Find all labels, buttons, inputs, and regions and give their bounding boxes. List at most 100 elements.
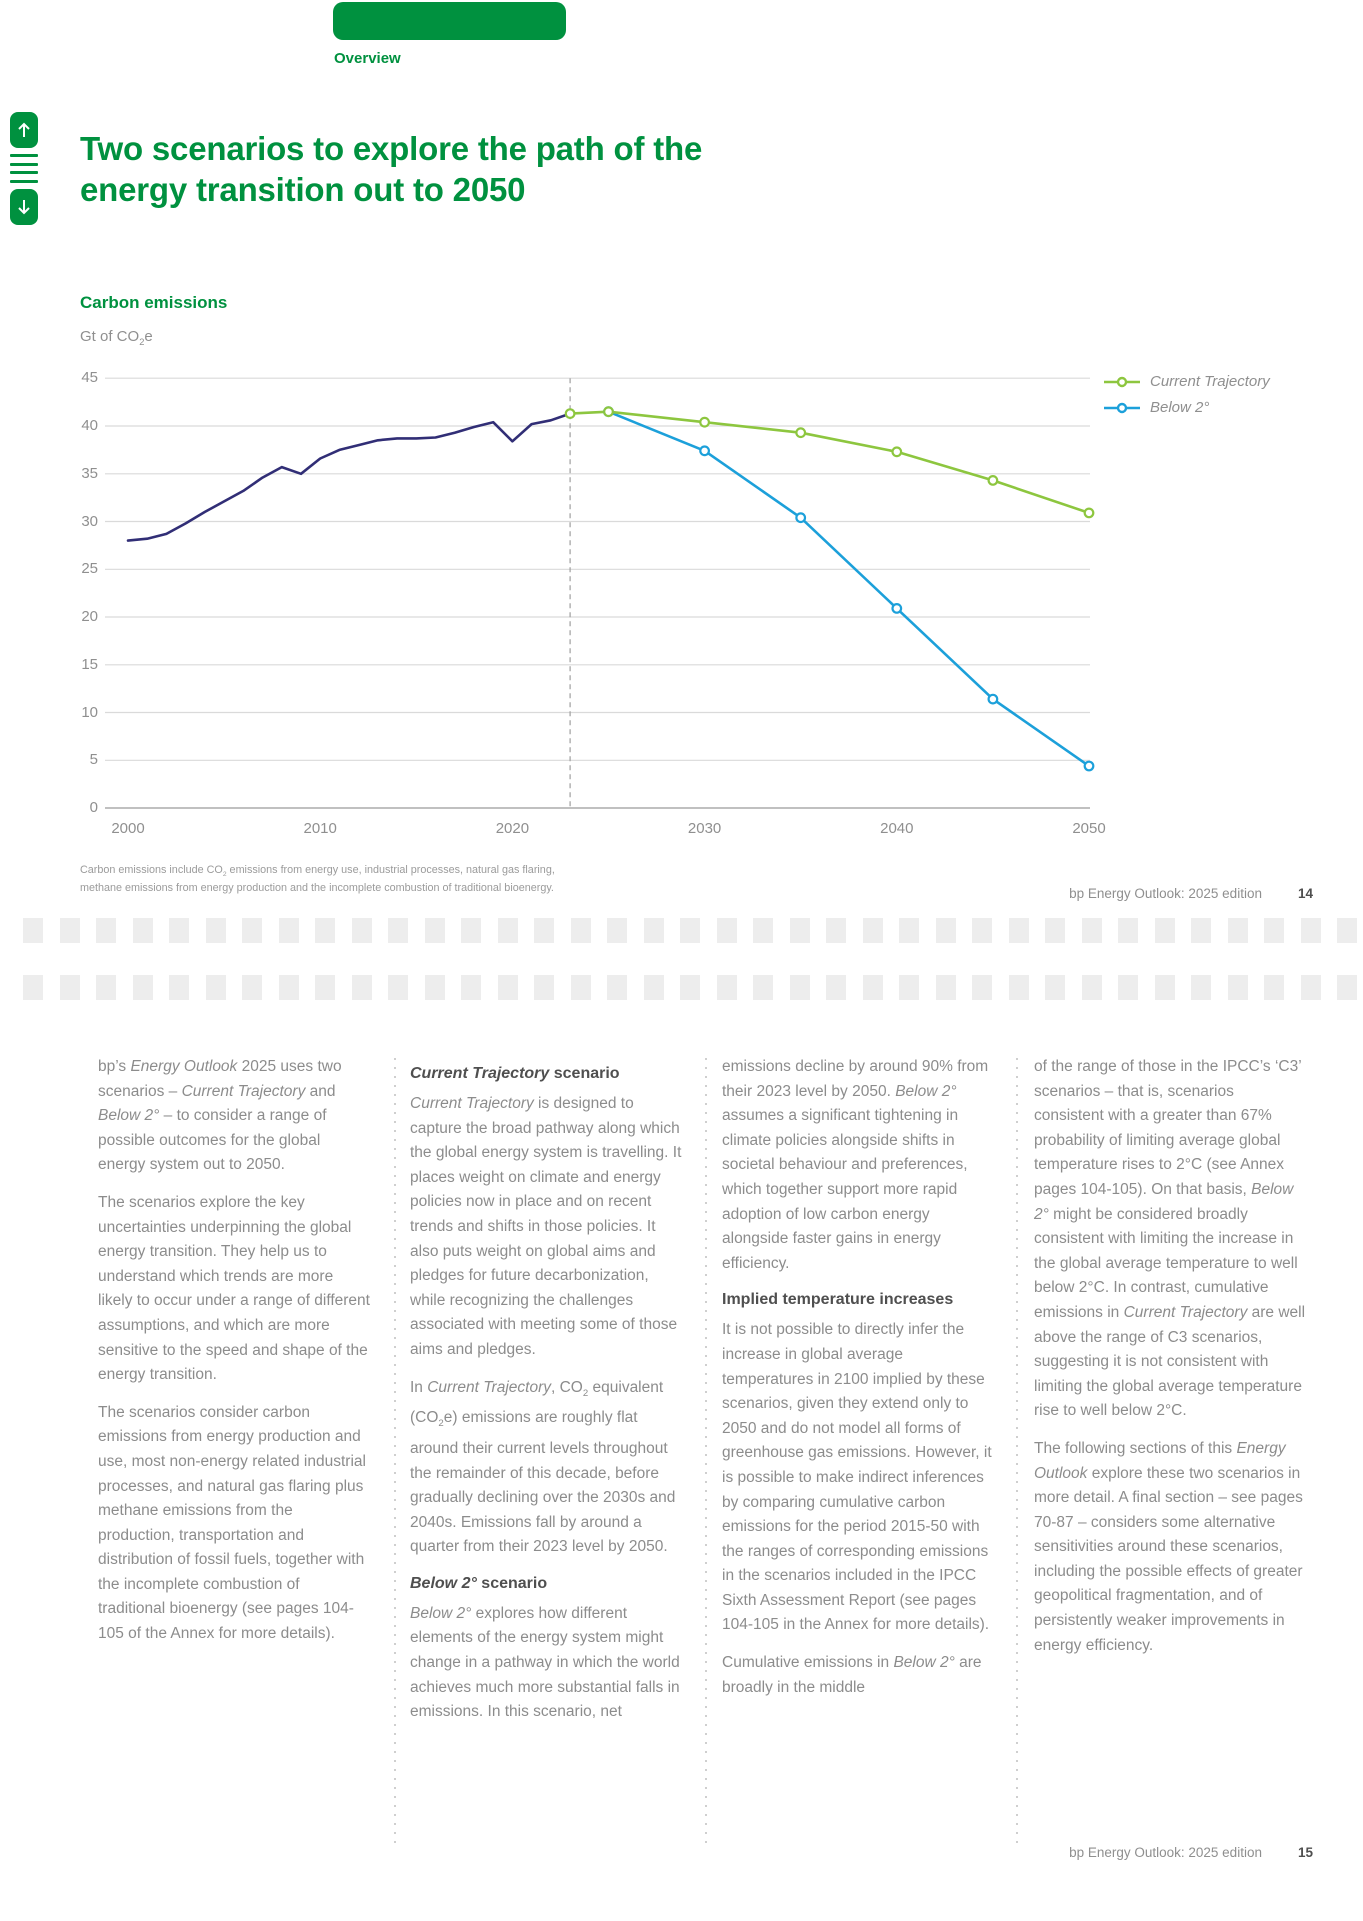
decor-square <box>570 918 591 943</box>
footnote-line: methane emissions from energy production… <box>80 881 554 894</box>
decor-squares-row <box>23 918 1357 943</box>
x-tick-label: 2040 <box>880 820 914 837</box>
decor-square <box>607 975 627 1000</box>
decor-square <box>607 918 627 943</box>
y-tick-label: 20 <box>81 608 98 625</box>
page-footer-bottom: bp Energy Outlook: 2025 edition 15 <box>1069 1845 1313 1860</box>
page-footer-top: bp Energy Outlook: 2025 edition 14 <box>1069 886 1313 901</box>
text-column-4: of the range of those in the IPCC’s ‘C3’… <box>1034 1055 1306 1738</box>
legend-item: Current Trajectory <box>1103 370 1270 393</box>
decor-square <box>132 975 153 1000</box>
decor-square <box>59 918 80 943</box>
x-tick-label: 2010 <box>303 820 337 837</box>
decor-square <box>1191 975 1211 1000</box>
section-heading: Below 2° scenario <box>410 1574 548 1592</box>
chart-unit-label: Gt of CO2e <box>80 328 153 347</box>
scroll-up-button[interactable] <box>10 112 38 148</box>
decor-square <box>935 918 956 943</box>
decor-square <box>826 975 846 1000</box>
decor-square <box>643 975 664 1000</box>
decor-square <box>242 975 262 1000</box>
decor-square <box>862 918 883 943</box>
decor-square <box>1191 918 1211 943</box>
decor-square <box>59 975 80 1000</box>
decor-square <box>680 918 700 943</box>
x-tick-label: 2000 <box>111 820 145 837</box>
decor-square <box>1008 918 1029 943</box>
body-paragraph: of the range of those in the IPCC’s ‘C3’… <box>1034 1058 1306 1420</box>
decor-square <box>1227 975 1248 1000</box>
y-tick-label: 40 <box>81 417 98 434</box>
decor-square <box>424 975 445 1000</box>
decor-square <box>753 975 773 1000</box>
body-paragraph: bp’s Energy Outlook 2025 uses two scenar… <box>98 1058 342 1174</box>
decor-square <box>242 918 262 943</box>
decor-square <box>315 918 335 943</box>
page-number: 15 <box>1297 1845 1313 1860</box>
decor-square <box>680 975 700 1000</box>
page-title-line2: energy transition out to 2050 <box>80 171 526 209</box>
body-paragraph: The following sections of this Energy Ou… <box>1034 1439 1303 1654</box>
column-separator <box>1016 1058 1018 1848</box>
decor-square <box>1227 918 1248 943</box>
section-heading: Current Trajectory scenario <box>410 1065 620 1082</box>
decor-square <box>534 918 554 943</box>
decor-square <box>388 918 408 943</box>
body-paragraph: Below 2° explores how different elements… <box>410 1604 680 1721</box>
body-columns: bp’s Energy Outlook 2025 uses two scenar… <box>98 1055 1306 1738</box>
legend-label: Below 2° <box>1150 399 1210 416</box>
decor-square <box>1300 918 1321 943</box>
decor-square <box>570 975 591 1000</box>
decor-squares-row <box>23 975 1357 1000</box>
page-title: Two scenarios to explore the path of the… <box>80 128 702 210</box>
body-paragraph: In Current Trajectory, CO2 equivalent (C… <box>410 1378 676 1556</box>
decor-square <box>205 918 226 943</box>
decor-square <box>388 975 408 1000</box>
decor-square <box>169 975 189 1000</box>
x-tick-label: 2050 <box>1072 820 1106 837</box>
legend-marker-icon <box>1104 376 1140 387</box>
y-tick-label: 15 <box>81 655 98 673</box>
decor-square <box>1081 918 1102 943</box>
column-separator <box>705 1058 707 1848</box>
decor-square <box>1118 975 1138 1000</box>
decor-square <box>1008 975 1029 1000</box>
arrow-up-icon <box>18 122 30 137</box>
decor-square <box>351 918 372 943</box>
y-tick-label: 25 <box>81 560 98 578</box>
decor-square <box>315 975 335 1000</box>
decor-square <box>1264 975 1284 1000</box>
y-tick-label: 35 <box>81 464 98 482</box>
decor-square <box>972 975 992 1000</box>
page-number: 14 <box>1297 886 1313 901</box>
page-title-line1: Two scenarios to explore the path of the <box>80 130 703 168</box>
decor-square <box>169 918 189 943</box>
decor-square <box>461 918 481 943</box>
body-paragraph: It is not possible to directly infer the… <box>722 1321 992 1634</box>
section-heading: Implied temperature increases <box>722 1291 954 1309</box>
scroll-down-button[interactable] <box>10 189 38 225</box>
decor-square <box>716 918 737 943</box>
menu-lines-icon[interactable] <box>10 154 38 183</box>
decor-square <box>461 975 481 1000</box>
decor-square <box>899 975 919 1000</box>
legend-item: Below 2° <box>1103 396 1270 419</box>
decor-square <box>643 918 664 943</box>
decor-square <box>1118 918 1138 943</box>
overview-tab[interactable] <box>333 2 566 40</box>
y-tick-label: 30 <box>81 512 98 530</box>
decor-square <box>23 918 43 943</box>
decor-square <box>132 918 153 943</box>
decor-square <box>1337 918 1357 943</box>
decor-square <box>1081 975 1102 1000</box>
x-tick-label: 2030 <box>687 820 722 837</box>
legend-label: Current Trajectory <box>1150 373 1270 390</box>
body-paragraph: Cumulative emissions in Below 2° are bro… <box>722 1654 982 1696</box>
arrow-down-icon <box>18 200 30 215</box>
legend-marker-icon <box>1104 402 1140 413</box>
footer-text: bp Energy Outlook: 2025 edition <box>1069 1845 1262 1860</box>
x-tick-label: 2020 <box>495 820 530 837</box>
decor-square <box>497 975 518 1000</box>
decor-square <box>1337 975 1357 1000</box>
